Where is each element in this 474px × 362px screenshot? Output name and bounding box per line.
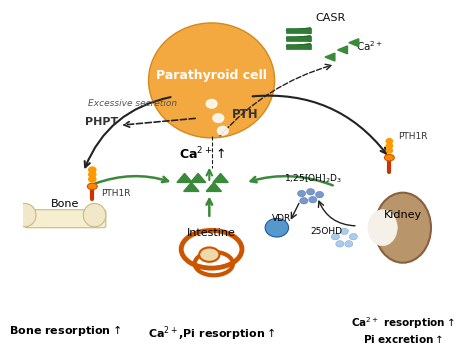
Polygon shape — [337, 46, 347, 54]
Text: Excessive secretion: Excessive secretion — [88, 99, 177, 108]
Bar — [286, 36, 310, 41]
Circle shape — [345, 241, 353, 247]
FancyBboxPatch shape — [25, 210, 106, 228]
Polygon shape — [286, 43, 310, 49]
Text: Kidney: Kidney — [384, 210, 422, 220]
Circle shape — [349, 233, 357, 240]
Polygon shape — [349, 39, 359, 47]
Circle shape — [340, 228, 348, 235]
Circle shape — [386, 139, 392, 144]
Circle shape — [89, 172, 96, 177]
Polygon shape — [286, 35, 310, 41]
Ellipse shape — [148, 23, 274, 138]
Circle shape — [386, 148, 392, 153]
Text: Bone resorption$\uparrow$: Bone resorption$\uparrow$ — [9, 323, 121, 338]
Polygon shape — [191, 173, 206, 182]
Text: PTH1R: PTH1R — [101, 189, 131, 198]
Polygon shape — [183, 182, 199, 191]
Text: 25OHD: 25OHD — [310, 227, 342, 236]
Ellipse shape — [199, 248, 219, 262]
Text: 1,25[OH]$_2$D$_3$: 1,25[OH]$_2$D$_3$ — [284, 173, 342, 185]
Text: Ca$^{2+}$: Ca$^{2+}$ — [356, 39, 383, 53]
Text: VDR: VDR — [272, 214, 291, 223]
Circle shape — [298, 190, 306, 197]
Circle shape — [336, 241, 344, 247]
Text: PTH: PTH — [232, 108, 259, 121]
Circle shape — [316, 191, 324, 198]
Ellipse shape — [83, 203, 106, 227]
Text: Ca$^{2+}$,Pi resorption$\uparrow$: Ca$^{2+}$,Pi resorption$\uparrow$ — [148, 324, 275, 343]
Ellipse shape — [14, 203, 36, 227]
Text: CASR: CASR — [316, 13, 346, 22]
Polygon shape — [177, 173, 192, 182]
Ellipse shape — [384, 155, 394, 161]
Text: Ca$^{2+}$ resorption$\uparrow$
Pi excretion$\uparrow$: Ca$^{2+}$ resorption$\uparrow$ Pi excret… — [351, 315, 455, 345]
Circle shape — [213, 114, 224, 122]
Text: PHPT: PHPT — [85, 117, 118, 127]
Text: Bone: Bone — [51, 199, 80, 209]
Circle shape — [89, 167, 96, 173]
Circle shape — [309, 197, 317, 203]
Polygon shape — [286, 28, 310, 33]
Circle shape — [307, 189, 315, 195]
Text: PTH1R: PTH1R — [398, 132, 428, 140]
Polygon shape — [325, 53, 335, 61]
Bar — [286, 44, 310, 49]
Polygon shape — [206, 182, 221, 191]
Bar — [286, 28, 310, 33]
Ellipse shape — [368, 210, 397, 246]
Circle shape — [89, 176, 96, 182]
Circle shape — [386, 143, 392, 148]
Circle shape — [300, 198, 308, 204]
Circle shape — [265, 218, 289, 237]
Circle shape — [331, 233, 339, 240]
Circle shape — [206, 100, 217, 108]
Circle shape — [218, 126, 228, 135]
Text: Ca$^{2+}$$\uparrow$: Ca$^{2+}$$\uparrow$ — [179, 146, 226, 163]
Polygon shape — [213, 173, 228, 182]
Ellipse shape — [375, 193, 431, 263]
Ellipse shape — [87, 183, 97, 190]
Text: Parathyroid cell: Parathyroid cell — [156, 68, 267, 81]
Text: Intestine: Intestine — [187, 228, 236, 238]
